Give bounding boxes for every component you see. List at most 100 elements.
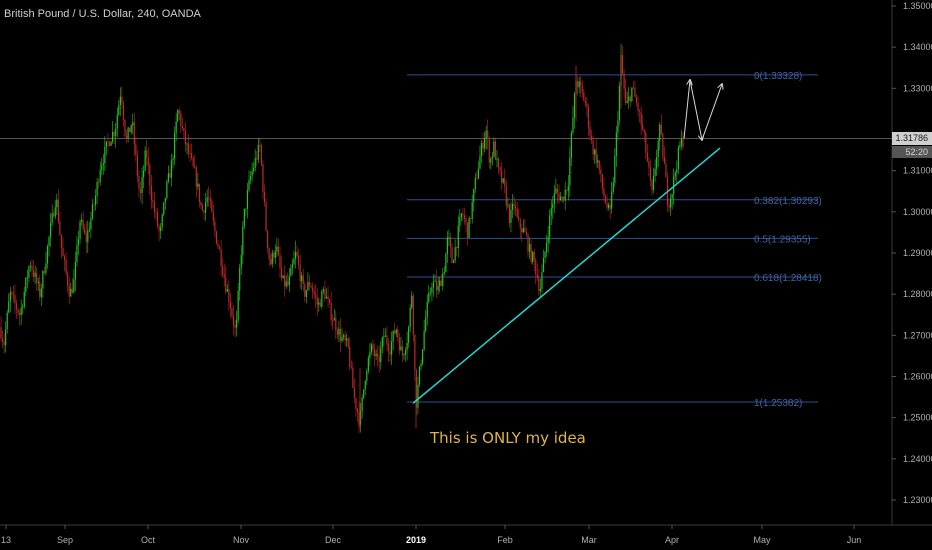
candle-body bbox=[462, 213, 464, 216]
candle-body bbox=[288, 276, 290, 286]
candle-body bbox=[389, 351, 391, 355]
candle-body bbox=[598, 160, 600, 170]
candle-body bbox=[360, 410, 362, 425]
candle-body bbox=[121, 96, 123, 103]
candle-body bbox=[5, 329, 7, 346]
candle-body bbox=[439, 280, 441, 287]
candle-body bbox=[533, 251, 535, 261]
candle-body bbox=[604, 195, 607, 204]
candle-body bbox=[656, 156, 658, 169]
candle-body bbox=[443, 271, 445, 274]
candle-body bbox=[668, 205, 670, 208]
candle-body bbox=[466, 222, 469, 238]
candle-body bbox=[268, 248, 270, 260]
candle-body bbox=[508, 204, 510, 223]
candle-body bbox=[54, 207, 56, 217]
x-tick-label: Feb bbox=[497, 535, 513, 545]
x-tick-label: May bbox=[753, 535, 771, 545]
candle-body bbox=[248, 179, 250, 191]
candle-body bbox=[449, 237, 452, 248]
candle-body bbox=[37, 281, 39, 283]
candle-body bbox=[375, 353, 377, 357]
candle-body bbox=[118, 104, 120, 116]
candle-body bbox=[62, 247, 64, 257]
candle-body bbox=[493, 141, 495, 157]
candle-body bbox=[125, 135, 128, 138]
y-tick-label: 1.31000 bbox=[903, 166, 932, 176]
candle-body bbox=[6, 312, 8, 330]
idea-annotation[interactable]: This is ONLY my idea bbox=[430, 429, 586, 447]
candle-body bbox=[659, 124, 661, 142]
candle-body bbox=[68, 286, 70, 297]
candle-body bbox=[299, 264, 301, 282]
candle-body bbox=[394, 330, 396, 334]
candle-body bbox=[257, 144, 259, 160]
candle-body bbox=[590, 135, 593, 141]
candle-body bbox=[51, 213, 53, 224]
candle-body bbox=[152, 199, 154, 202]
trendline-layer[interactable] bbox=[412, 80, 722, 404]
candle-body bbox=[513, 203, 515, 207]
projection-arrow[interactable] bbox=[701, 84, 722, 140]
candle-body bbox=[251, 171, 253, 177]
candle-body bbox=[34, 272, 36, 277]
candle-body bbox=[674, 172, 676, 177]
x-tick-label: Mar bbox=[581, 535, 597, 545]
candle-body bbox=[425, 317, 427, 332]
candle-body bbox=[19, 313, 21, 315]
projection-arrow[interactable] bbox=[689, 80, 702, 140]
candle-body bbox=[339, 328, 342, 341]
candle-body bbox=[501, 171, 503, 183]
candle-body bbox=[17, 309, 19, 314]
x-tick-label: Apr bbox=[665, 535, 679, 545]
candle-body bbox=[373, 349, 376, 357]
candle-body bbox=[101, 165, 103, 171]
candle-body bbox=[226, 289, 228, 292]
fibonacci-retracement[interactable]: 0(1.33328) 0.382(1.30293) 0.5(1.29355) 0.61… bbox=[407, 71, 822, 409]
candle-body bbox=[301, 275, 303, 282]
candle-body bbox=[56, 199, 58, 208]
candle-body bbox=[417, 384, 419, 408]
candle-body bbox=[544, 251, 546, 259]
candle-body bbox=[528, 244, 531, 252]
candlestick-series bbox=[0, 43, 684, 434]
ascending-trendline[interactable] bbox=[412, 147, 721, 404]
candle-body bbox=[377, 353, 379, 357]
candle-body bbox=[166, 181, 168, 199]
candle-body bbox=[88, 229, 90, 231]
candle-body bbox=[665, 163, 667, 178]
candle-body bbox=[40, 288, 42, 297]
candle-body bbox=[254, 158, 256, 169]
candle-body bbox=[406, 342, 408, 351]
candle-body bbox=[270, 259, 272, 265]
x-tick-label: Sep bbox=[57, 535, 73, 545]
candle-body bbox=[673, 176, 675, 195]
candle-body bbox=[333, 318, 335, 321]
candle-body bbox=[50, 223, 52, 237]
candle-body bbox=[245, 208, 247, 210]
candle-body bbox=[654, 168, 656, 176]
candle-body bbox=[603, 188, 605, 196]
candle-body bbox=[60, 234, 63, 248]
candle-body bbox=[530, 244, 532, 262]
y-tick-label: 1.33000 bbox=[903, 83, 932, 93]
candle-body bbox=[640, 112, 642, 125]
candle-body bbox=[643, 129, 645, 133]
candle-body bbox=[65, 260, 67, 274]
fib-level-label: 0(1.33328) bbox=[754, 71, 802, 82]
candle-body bbox=[307, 282, 309, 291]
candle-body bbox=[542, 258, 545, 273]
candle-body bbox=[212, 211, 214, 222]
candle-body bbox=[457, 225, 459, 249]
projection-arrow[interactable] bbox=[683, 80, 690, 139]
candle-body bbox=[0, 327, 2, 339]
candle-body bbox=[305, 290, 307, 297]
candle-body bbox=[20, 307, 22, 315]
candle-body bbox=[143, 170, 145, 178]
candle-body bbox=[505, 186, 507, 206]
candle-body bbox=[285, 281, 287, 287]
candle-body bbox=[296, 252, 298, 256]
candle-body bbox=[456, 247, 458, 249]
candle-body bbox=[57, 199, 59, 222]
